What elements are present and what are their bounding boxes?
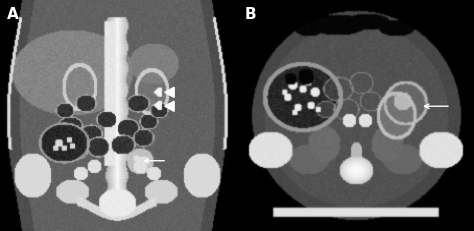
Text: A: A (7, 7, 19, 22)
Polygon shape (165, 88, 174, 98)
Polygon shape (165, 102, 174, 112)
Text: B: B (245, 7, 256, 22)
